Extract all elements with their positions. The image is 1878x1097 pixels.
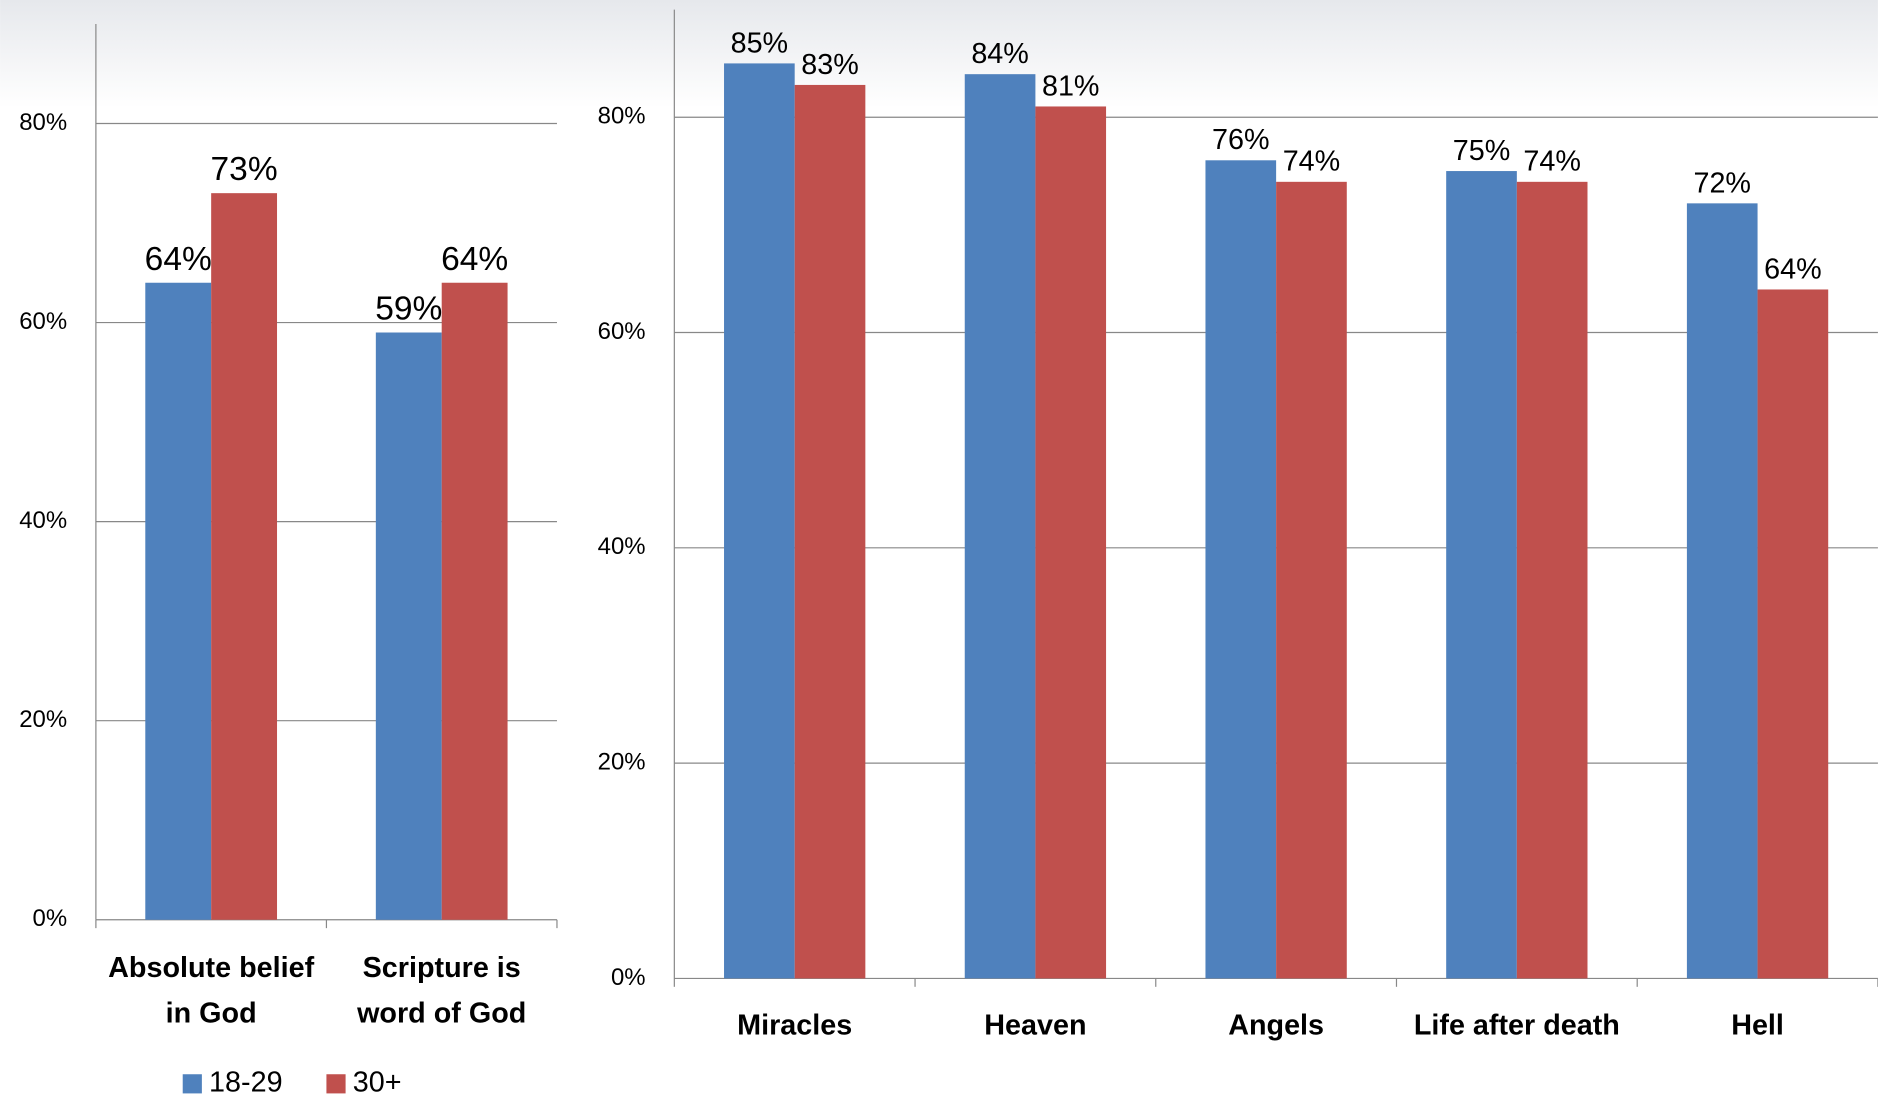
y-tick-label: 80% bbox=[598, 103, 646, 130]
data-label: 74% bbox=[1283, 146, 1341, 178]
data-label: 64% bbox=[145, 241, 212, 278]
bar bbox=[1276, 181, 1347, 979]
x-tick-label: Scripture is word of God bbox=[357, 952, 527, 1030]
bar bbox=[724, 63, 795, 979]
bar bbox=[1757, 289, 1829, 979]
bar bbox=[145, 282, 212, 920]
bar bbox=[964, 74, 1036, 979]
x-tick-label: Life after death bbox=[1413, 1009, 1620, 1042]
bar bbox=[1686, 203, 1758, 979]
bar bbox=[1516, 181, 1588, 979]
data-label: 64% bbox=[1764, 253, 1822, 285]
bar bbox=[1035, 106, 1107, 979]
legend-swatch bbox=[182, 1074, 202, 1094]
data-label: 64% bbox=[441, 241, 508, 278]
data-label: 84% bbox=[971, 38, 1029, 70]
data-label: 81% bbox=[1042, 70, 1100, 102]
x-tick-label: Angels bbox=[1228, 1009, 1325, 1042]
data-label: 73% bbox=[211, 151, 278, 188]
y-tick-label: 0% bbox=[33, 905, 68, 932]
x-tick-label-box: Scripture is word of God bbox=[357, 952, 527, 1030]
y-tick-label: 40% bbox=[598, 533, 646, 560]
bar bbox=[375, 332, 442, 920]
bar bbox=[794, 84, 866, 979]
data-label: 83% bbox=[801, 49, 859, 81]
legend-swatch bbox=[326, 1074, 346, 1094]
x-tick-label-box: Hell bbox=[1731, 1009, 1784, 1042]
x-tick-label-box: Absolute belief in God bbox=[108, 952, 315, 1030]
data-label: 75% bbox=[1453, 135, 1511, 167]
y-tick-label: 20% bbox=[598, 748, 646, 775]
bar bbox=[211, 193, 278, 920]
legend-label: 18-29 bbox=[209, 1066, 283, 1097]
bar bbox=[441, 282, 508, 920]
data-label: 76% bbox=[1212, 124, 1270, 156]
data-label: 72% bbox=[1693, 167, 1751, 199]
y-tick-label: 20% bbox=[19, 706, 67, 733]
y-tick-label: 0% bbox=[611, 964, 646, 991]
data-label: 74% bbox=[1523, 146, 1581, 178]
x-tick-label-box: Angels bbox=[1228, 1009, 1325, 1042]
x-tick-label: Absolute belief in God bbox=[108, 952, 315, 1030]
y-tick-label: 60% bbox=[19, 308, 67, 335]
data-label: 85% bbox=[731, 27, 789, 59]
bar bbox=[1446, 171, 1517, 979]
bar bbox=[1205, 160, 1277, 979]
x-tick-label: Heaven bbox=[984, 1009, 1087, 1042]
y-tick-label: 60% bbox=[598, 318, 646, 345]
x-tick-label-box: Life after death bbox=[1413, 1009, 1620, 1042]
background bbox=[0, 0, 1878, 108]
x-tick-label: Hell bbox=[1731, 1009, 1784, 1042]
x-tick-label: Miracles bbox=[737, 1009, 853, 1042]
x-tick-label-box: Miracles bbox=[737, 1009, 853, 1042]
x-tick-label-box: Heaven bbox=[984, 1009, 1087, 1042]
legend-label: 30+ bbox=[353, 1066, 402, 1097]
y-tick-label: 40% bbox=[19, 507, 67, 534]
data-label: 59% bbox=[375, 291, 442, 328]
y-tick-label: 80% bbox=[19, 109, 67, 136]
